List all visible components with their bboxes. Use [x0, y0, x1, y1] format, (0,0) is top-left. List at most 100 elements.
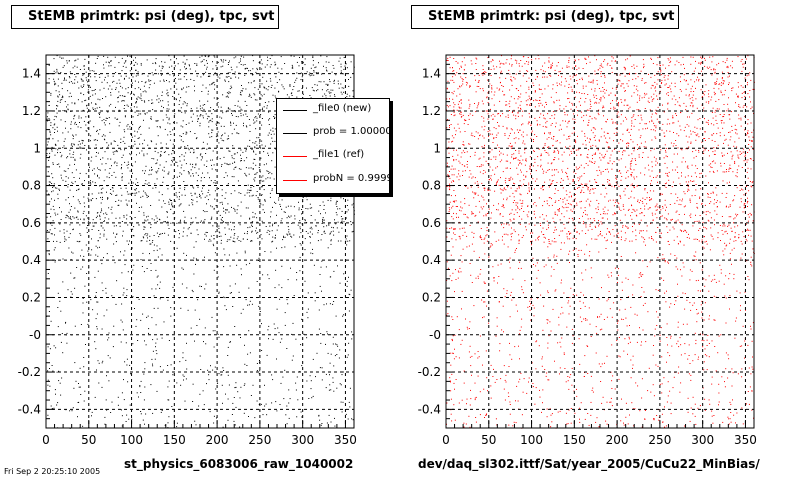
data-point — [201, 190, 203, 192]
data-point — [255, 164, 257, 166]
data-point — [219, 77, 221, 79]
data-point — [653, 93, 655, 95]
data-point — [211, 121, 213, 123]
data-point — [296, 96, 298, 98]
data-point — [183, 181, 185, 182]
data-point — [79, 203, 81, 205]
data-point — [276, 229, 278, 231]
data-point — [314, 219, 316, 221]
data-point — [348, 293, 350, 295]
data-point — [247, 353, 249, 355]
data-point — [264, 102, 266, 103]
data-point — [320, 342, 322, 344]
data-point — [166, 93, 168, 95]
data-point — [74, 60, 76, 62]
data-point — [446, 87, 448, 89]
data-point — [165, 114, 167, 116]
data-point — [60, 156, 62, 158]
data-point — [167, 94, 169, 96]
data-point — [227, 203, 229, 205]
data-point — [184, 146, 186, 148]
data-point — [716, 78, 718, 80]
data-point — [342, 73, 344, 75]
data-point — [701, 239, 703, 241]
data-point — [594, 220, 596, 222]
data-point — [281, 84, 283, 86]
data-point — [214, 330, 216, 332]
data-point — [183, 221, 185, 223]
data-point — [651, 119, 653, 121]
data-point — [600, 136, 602, 138]
data-point — [86, 130, 88, 132]
data-point — [211, 132, 213, 134]
data-point — [120, 319, 122, 321]
data-point — [164, 128, 166, 130]
data-point — [232, 145, 234, 147]
data-point — [590, 189, 592, 191]
data-point — [300, 232, 302, 234]
data-point — [345, 217, 347, 219]
data-point — [568, 120, 570, 122]
data-point — [235, 56, 237, 58]
data-point — [186, 59, 188, 61]
data-point — [555, 241, 557, 243]
data-point — [600, 221, 602, 223]
data-point — [200, 76, 202, 78]
data-point — [180, 146, 182, 148]
data-point — [114, 141, 116, 142]
data-point — [102, 187, 104, 189]
data-point — [740, 240, 742, 242]
data-point — [288, 231, 290, 233]
data-point — [592, 158, 593, 160]
data-point — [618, 79, 620, 81]
data-point — [720, 162, 722, 164]
data-point — [557, 209, 559, 211]
data-point — [79, 386, 81, 388]
data-point — [564, 85, 566, 87]
data-point — [186, 79, 188, 81]
data-point — [66, 215, 68, 217]
data-point — [687, 190, 688, 192]
data-point — [237, 116, 239, 118]
data-point — [246, 105, 248, 106]
data-point — [342, 218, 344, 220]
data-point — [651, 161, 653, 163]
data-point — [461, 207, 463, 209]
data-point — [144, 226, 146, 228]
data-point — [266, 105, 268, 107]
data-point — [627, 176, 629, 178]
data-point — [147, 215, 149, 217]
data-point — [105, 163, 107, 165]
data-point — [230, 121, 231, 123]
data-point — [734, 236, 736, 238]
data-point — [301, 223, 303, 225]
data-point — [298, 209, 300, 211]
data-point — [589, 225, 591, 227]
data-point — [306, 311, 308, 313]
data-point — [89, 166, 90, 168]
data-point — [59, 207, 60, 209]
data-point — [505, 189, 507, 191]
data-point — [515, 88, 517, 89]
data-point — [650, 223, 652, 224]
data-point — [447, 106, 449, 108]
data-point — [316, 352, 318, 354]
data-point — [519, 162, 521, 164]
data-point — [519, 209, 521, 211]
data-point — [696, 127, 698, 129]
data-point — [339, 282, 341, 284]
data-point — [626, 118, 628, 120]
data-point — [56, 70, 58, 72]
data-point — [453, 102, 455, 104]
data-point — [455, 130, 457, 132]
data-point — [655, 160, 657, 162]
data-point — [237, 100, 239, 102]
data-point — [264, 251, 266, 252]
data-point — [521, 185, 523, 187]
data-point — [153, 235, 155, 236]
data-point — [553, 232, 555, 233]
data-point — [261, 109, 263, 110]
data-point — [104, 220, 105, 222]
data-point — [95, 254, 97, 256]
data-point — [256, 191, 258, 192]
